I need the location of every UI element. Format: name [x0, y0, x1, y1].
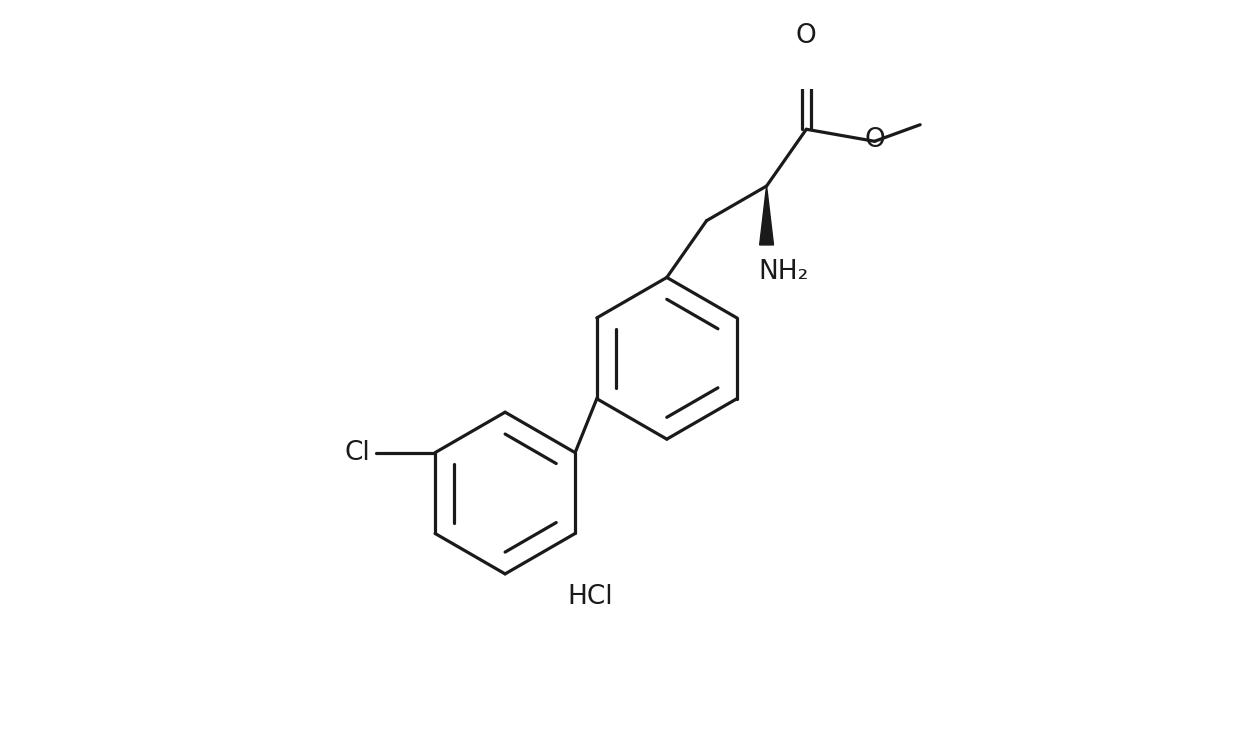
Text: HCl: HCl	[567, 584, 612, 610]
Polygon shape	[760, 186, 774, 245]
Text: Cl: Cl	[345, 440, 369, 465]
Text: O: O	[796, 23, 817, 49]
Text: NH₂: NH₂	[759, 259, 809, 285]
Text: O: O	[865, 127, 884, 152]
